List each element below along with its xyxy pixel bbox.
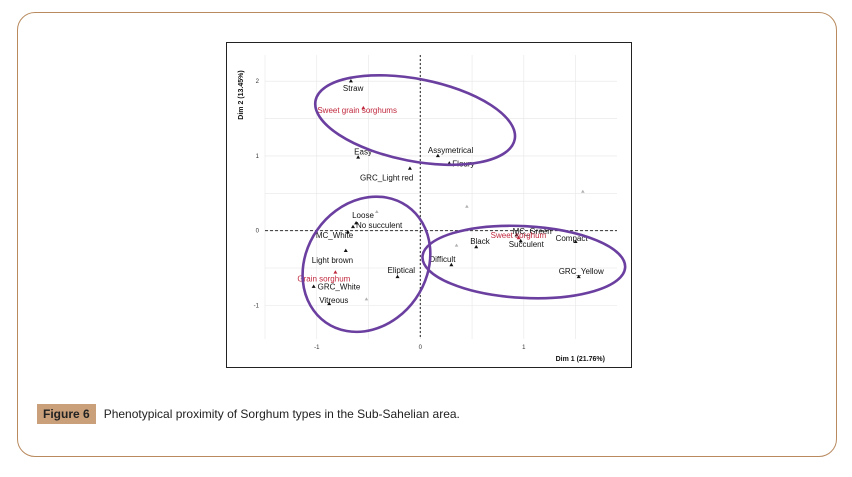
faint-point (465, 204, 469, 208)
group-point (361, 105, 366, 110)
variable-label: GRC_White (318, 283, 361, 292)
y-tick-label: -1 (254, 303, 260, 309)
variable-point (449, 262, 454, 267)
variable-point (351, 224, 355, 229)
group-label: Grain sorghum (297, 274, 350, 283)
variable-point (356, 155, 361, 159)
variable-point (395, 274, 400, 279)
faint-point (581, 189, 585, 193)
group-label: Sweet grain sorghums (317, 106, 397, 115)
variable-label: Eliptical (388, 266, 416, 275)
variable-point (407, 166, 412, 170)
variable-label: Vitreous (319, 296, 348, 305)
variable-label: Compact (556, 234, 589, 243)
variable-point (354, 220, 359, 225)
y-tick-label: 0 (256, 229, 260, 235)
variable-point (435, 153, 440, 158)
x-tick-label: 0 (419, 345, 423, 351)
cluster-ellipse (313, 73, 517, 167)
y-tick-label: 2 (256, 79, 260, 85)
figure-caption-text: Phenotypical proximity of Sorghum types … (103, 407, 460, 421)
variable-label: Light brown (312, 256, 353, 265)
variable-point (311, 284, 316, 288)
variable-label: Loose (352, 211, 374, 220)
variable-label: GRC_Yellow (559, 267, 604, 276)
variable-label: GRC_Light red (360, 174, 413, 183)
group-label: Sweet sorghum (491, 231, 547, 240)
y-axis-title: Dim 2 (13.45%) (238, 70, 245, 119)
faint-point (375, 209, 379, 213)
variable-point (576, 274, 581, 279)
y-tick-label: 1 (256, 154, 260, 160)
faint-point (364, 297, 369, 301)
biplot-chart: -1 0 1 -1 0 1 2 Dim 1 (21.76%) Dim 2 (13.45%) Str… (238, 55, 627, 363)
x-tick-label: -1 (314, 345, 320, 351)
variable-label: Black (470, 237, 491, 246)
variable-point (514, 232, 519, 237)
x-tick-label: 1 (522, 345, 526, 351)
variable-point (327, 301, 332, 306)
variable-label: MC_Green (513, 227, 552, 236)
x-axis-title: Dim 1 (21.76%) (556, 356, 605, 363)
cluster-ellipse (421, 224, 627, 300)
figure-caption: Figure 6 Phenotypical proximity of Sorgh… (37, 404, 460, 424)
variable-label: Difficult (429, 255, 456, 264)
group-point (333, 270, 338, 274)
chart-panel: -1 0 1 -1 0 1 2 Dim 1 (21.76%) Dim 2 (13.45%) Str… (226, 42, 632, 368)
group-point (516, 235, 521, 240)
variable-point (348, 78, 353, 83)
variable-label: No succulent (356, 221, 403, 230)
variable-label: Straw (343, 84, 364, 93)
cluster-ellipse (301, 195, 432, 334)
variable-label: MC_White (316, 231, 354, 240)
variable-label: Easy (354, 147, 372, 156)
variable-label: Assymetrical (428, 146, 474, 155)
figure-label: Figure 6 (37, 404, 96, 424)
variable-point (474, 244, 479, 249)
variable-label: Succulent (509, 240, 545, 249)
faint-point (454, 243, 459, 247)
variable-point (345, 229, 350, 234)
variable-point (573, 239, 578, 244)
variable-point (343, 248, 348, 253)
variable-point (518, 238, 523, 243)
